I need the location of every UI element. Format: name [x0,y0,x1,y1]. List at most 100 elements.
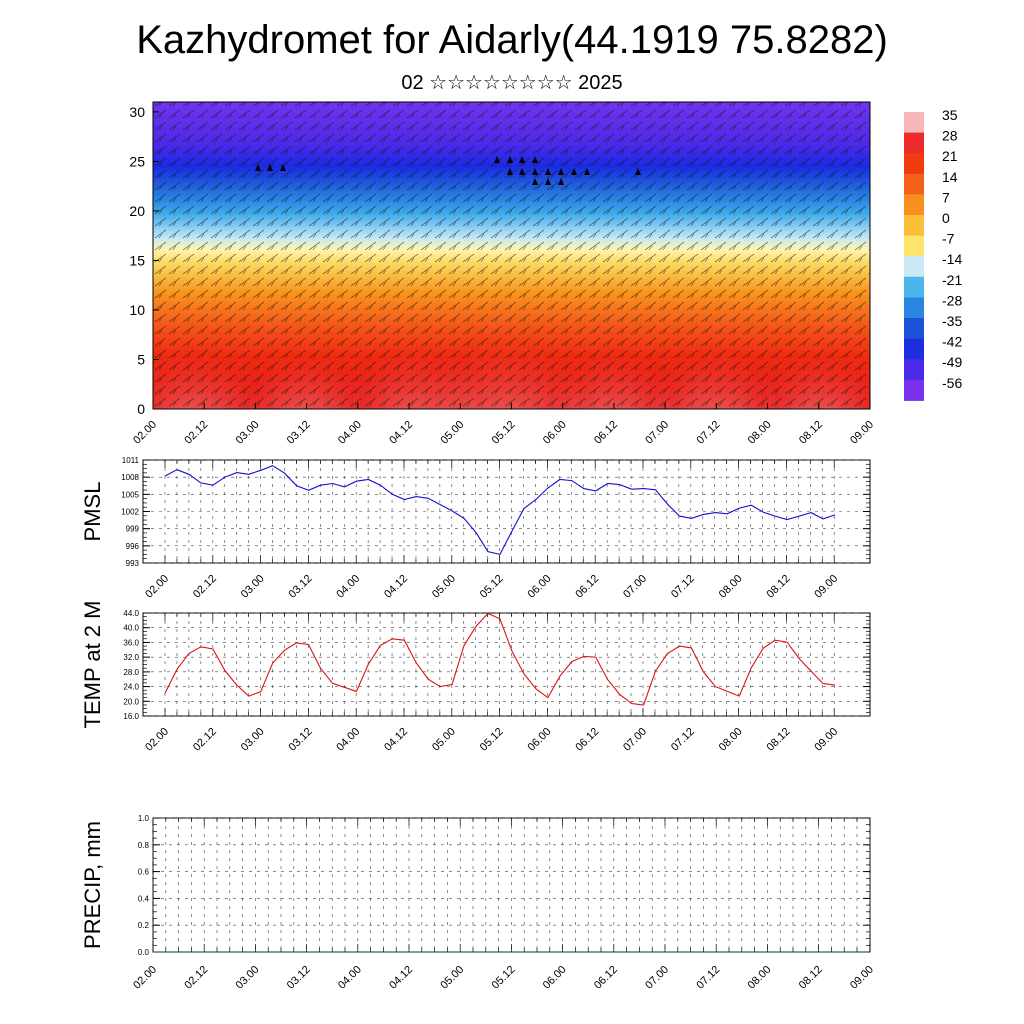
x-tick-label: 05.12 [490,419,518,447]
wind-flag-marker [558,168,564,175]
y-tick-label: 0.4 [138,894,150,903]
y-tick-label: 44.0 [123,609,139,618]
wind-barbs [153,102,870,409]
y-axis-label: PRECIP, mm [80,821,105,949]
x-tick-label: 04.12 [382,573,410,601]
y-axis-label: TEMP at 2 M [80,601,105,729]
colorbar-label: -14 [942,251,962,267]
y-tick-label: 40.0 [123,624,139,633]
wind-flag-marker [558,178,564,185]
x-tick-label: 03.00 [234,419,262,447]
x-tick-label: 07.12 [669,726,697,754]
plot-frame [142,612,871,717]
wind-flag-marker [545,178,551,185]
x-tick-label: 03.12 [287,726,315,754]
x-tick-label: 04.00 [334,726,362,754]
x-tick-label: 06.12 [573,573,601,601]
series-line [164,612,836,706]
wind-flag-marker [532,178,538,185]
x-tick-label: 06.00 [541,419,569,447]
y-tick-label: 36.0 [123,638,139,647]
x-tick-label: 02.12 [191,726,219,754]
wind-flag-marker [545,168,551,175]
wind-flag-marker [255,164,261,171]
series-line [164,465,836,556]
y-tick-label: 0.8 [138,841,150,850]
colorbar-swatch [904,359,924,381]
colorbar: 35 28 21 14 7 0 -7 -14 -21 -28 -35 -42 -49 -56 [904,107,962,401]
wind-flag-marker [507,168,513,175]
temp-panel: 44.0 40.0 36.0 32.0 28.0 24.0 20.0 16.0 02.00 02.… [80,601,871,754]
y-tick-label: 996 [126,542,140,551]
x-tick-label: 06.12 [592,964,620,992]
x-tick-label: 04.00 [336,419,364,447]
colorbar-swatch [904,215,924,237]
x-tick-label: 05.12 [490,964,518,992]
wind-flag-marker [280,164,286,171]
wind-flag-marker [267,164,273,171]
wind-flag-marker [635,168,641,175]
colorbar-label: -49 [942,354,962,370]
x-tick-label: 09.00 [812,573,840,601]
y-tick-label: 25 [129,153,145,169]
colorbar-label: 28 [942,128,958,144]
y-tick-label: 30 [129,104,145,120]
x-tick-label: 05.00 [438,419,466,447]
y-tick-label: 1.0 [138,814,150,823]
colorbar-swatch [904,276,924,298]
x-tick-label: 08.12 [797,419,825,447]
precip-panel: 1.0 0.8 0.6 0.4 0.2 0.0 02.00 02.12 03.00 03.12 04… [80,814,876,992]
colorbar-swatch [904,194,924,216]
x-tick-label: 04.12 [387,419,415,447]
y-tick-label: 0 [137,401,145,417]
y-tick-label: 0.6 [138,868,150,877]
x-tick-label: 07.12 [669,573,697,601]
x-tick-label: 03.00 [239,726,267,754]
x-tick-label: 02.12 [191,573,219,601]
x-tick-label: 04.00 [336,964,364,992]
wind-flag-marker [494,156,500,163]
colorbar-swatch [904,318,924,340]
x-tick-label: 07.12 [695,419,723,447]
colorbar-label: -42 [942,334,962,350]
x-tick-label: 03.00 [234,964,262,992]
colorbar-label: -7 [942,231,955,247]
x-tick-label: 02.00 [143,573,171,601]
colorbar-swatch [904,112,924,134]
x-tick-label: 07.00 [621,573,649,601]
x-tick-label: 02.00 [131,419,159,447]
colorbar-label: 14 [942,169,958,185]
colorbar-swatch [904,173,924,195]
y-tick-label: 1008 [121,473,139,482]
y-tick-label: 999 [126,525,140,534]
wind-flag-marker [571,168,577,175]
wind-flag-marker [532,156,538,163]
x-tick-label: 06.00 [526,573,554,601]
y-tick-label: 24.0 [123,683,139,692]
y-tick-label: 1011 [122,456,140,465]
y-tick-label: 16.0 [123,712,139,721]
y-tick-label: 0.0 [138,948,150,957]
colorbar-swatch [904,235,924,257]
x-tick-label: 05.12 [478,573,506,601]
x-tick-label: 02.12 [182,964,210,992]
y-tick-label: 0.2 [138,921,150,930]
x-tick-label: 08.00 [746,964,774,992]
wind-flag-marker [584,168,590,175]
colorbar-swatch [904,297,924,319]
colorbar-label: 35 [942,107,958,123]
colorbar-label: 7 [942,189,950,205]
wind-flag-marker [519,156,525,163]
colorbar-label: 21 [942,148,958,164]
x-tick-label: 06.00 [541,964,569,992]
y-tick-label: 10 [129,302,145,318]
x-tick-label: 06.12 [592,419,620,447]
x-tick-label: 06.00 [526,726,554,754]
y-tick-label: 15 [129,252,145,268]
x-tick-label: 04.12 [387,964,415,992]
x-tick-label: 09.00 [812,726,840,754]
y-tick-label: 28.0 [123,668,139,677]
y-tick-label: 32.0 [123,653,139,662]
x-tick-label: 05.00 [438,964,466,992]
